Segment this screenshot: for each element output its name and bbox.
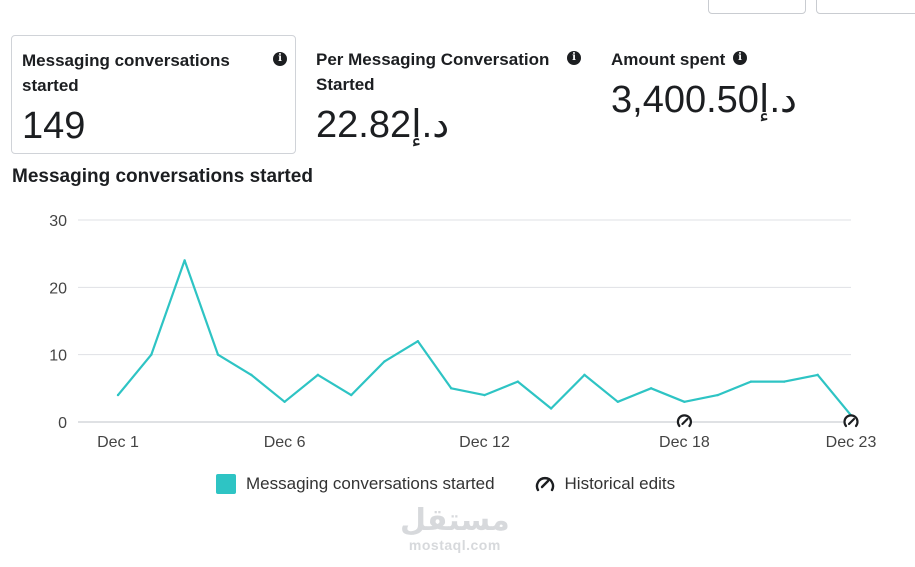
- data-point: [183, 259, 186, 262]
- historical-edit-icon-needle: [847, 417, 856, 426]
- data-point: [250, 373, 253, 377]
- y-tick-label: 20: [49, 280, 67, 297]
- watermark-logo: مستقل mostaql.com: [400, 504, 510, 554]
- data-point: [283, 400, 286, 403]
- metric-value: 3,400.50د.إ: [611, 79, 797, 121]
- y-tick-label: 30: [49, 213, 67, 230]
- metric-title: Amount spent: [611, 50, 726, 69]
- info-icon[interactable]: i: [273, 52, 287, 66]
- toolbar-button-2[interactable]: [816, 0, 915, 14]
- chart-title: Messaging conversations started: [12, 166, 313, 187]
- x-tick-label: Dec 1: [97, 434, 139, 451]
- data-point: [150, 353, 153, 356]
- data-point: [583, 373, 586, 377]
- data-point: [350, 393, 353, 397]
- metric-card-conversations[interactable]: Messaging conversations started i 149: [11, 35, 296, 154]
- data-point: [649, 387, 653, 390]
- x-tick-label: Dec 6: [264, 434, 306, 451]
- metric-title: Messaging conversations started: [22, 51, 230, 95]
- historical-edit-icon: [843, 414, 859, 428]
- legend-series-label: Messaging conversations started: [246, 474, 495, 493]
- info-icon[interactable]: i: [733, 51, 747, 65]
- data-point: [316, 373, 320, 377]
- historical-edits-icon: [535, 477, 554, 492]
- metric-card-cost-per-conversation[interactable]: Per Messaging Conversation Started i 22.…: [306, 35, 596, 154]
- historical-edit-icon-needle: [681, 417, 689, 426]
- data-point: [416, 340, 420, 343]
- data-point: [683, 400, 686, 403]
- data-point: [516, 380, 520, 383]
- y-tick-label: 0: [58, 415, 67, 432]
- data-point: [116, 393, 120, 397]
- x-tick-label: Dec 18: [659, 434, 710, 451]
- data-point: [549, 407, 553, 410]
- legend-swatch[interactable]: [216, 474, 236, 494]
- data-point: [749, 380, 753, 383]
- line-chart: 0 10 20 30 Dec 1 Dec 6 Dec 12 Dec 18 Dec 23: [49, 213, 877, 451]
- metric-value: 149: [22, 105, 86, 147]
- watermark-latin: mostaql.com: [408, 537, 501, 553]
- x-tick-label: Dec 12: [459, 434, 510, 451]
- chart-legend: Messaging conversations started Historic…: [216, 474, 675, 494]
- data-point: [716, 393, 719, 397]
- historical-edit-icon: [676, 414, 692, 428]
- data-point: [383, 360, 386, 363]
- metric-card-amount-spent[interactable]: Amount spent i 3,400.50د.إ: [601, 35, 901, 154]
- info-icon[interactable]: i: [567, 51, 581, 65]
- toolbar-button-1[interactable]: [708, 0, 806, 14]
- data-point: [616, 400, 619, 403]
- watermark-arabic: مستقل: [400, 504, 510, 537]
- series-line: [117, 259, 852, 416]
- x-tick-label: Dec 23: [826, 434, 877, 451]
- metric-title: Per Messaging Conversation Started: [316, 50, 550, 94]
- data-point: [449, 387, 453, 390]
- data-point: [483, 393, 486, 397]
- legend-historical-label: Historical edits: [564, 474, 676, 493]
- data-point: [783, 380, 786, 383]
- metric-value: 22.82د.إ: [316, 104, 450, 146]
- data-point: [216, 353, 220, 356]
- y-tick-label: 10: [49, 348, 67, 365]
- data-point: [816, 373, 819, 377]
